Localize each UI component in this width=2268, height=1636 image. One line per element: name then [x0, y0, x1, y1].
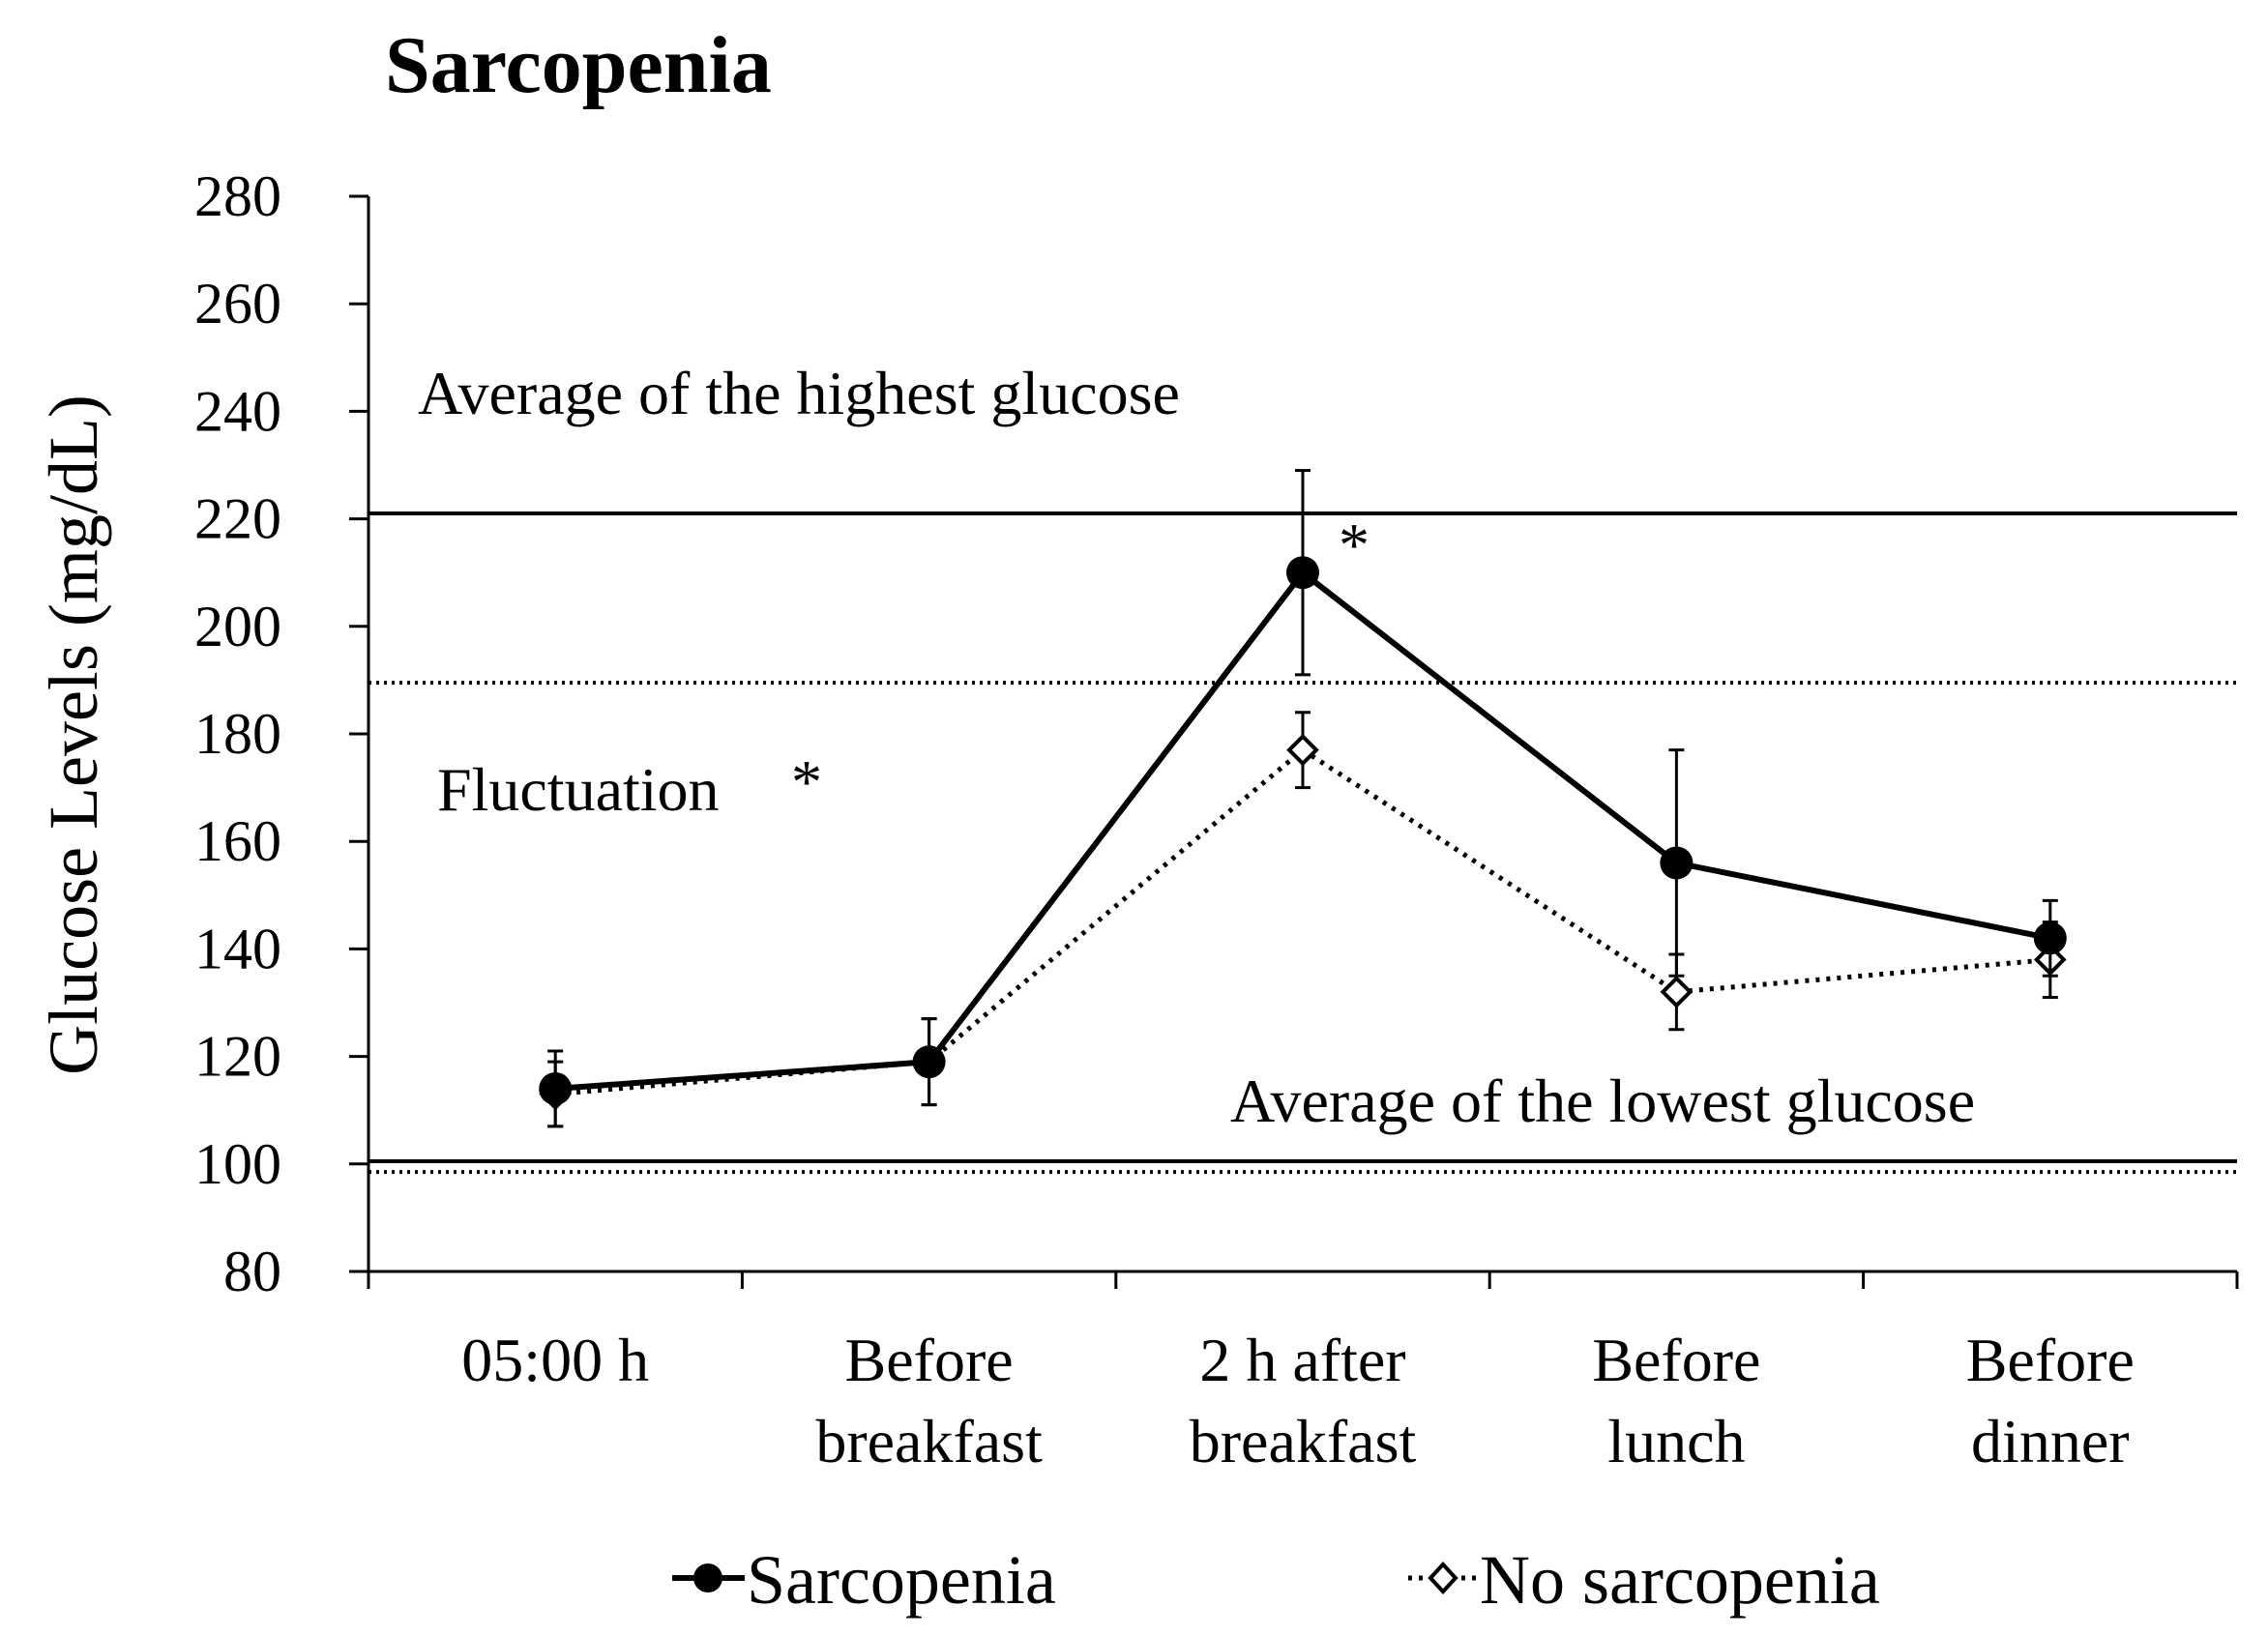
- annotation-fluctuation: Fluctuation: [437, 755, 720, 824]
- y-tick-label-280: 280: [194, 164, 281, 228]
- series-no-sarcopenia: [539, 711, 2067, 1128]
- point-no-sarcopenia-2: [1286, 733, 1319, 767]
- x-tick-label-1: Before breakfast: [815, 1326, 1043, 1475]
- y-axis-label: Glucose Levels (mg/dL): [35, 394, 112, 1075]
- x-tick-label-4-line-1: dinner: [1971, 1407, 2130, 1475]
- y-tick-label-100: 100: [194, 1132, 281, 1196]
- annotation-highest: Average of the highest glucose: [418, 359, 1180, 427]
- x-tick-label-2-line-1: breakfast: [1190, 1407, 1417, 1475]
- y-tick-label-160: 160: [194, 809, 281, 873]
- x-tick-label-4: Before dinner: [1966, 1326, 2135, 1475]
- legend-label-no-sarcopenia: No sarcopenia: [1480, 1541, 1880, 1619]
- point-sarcopenia-0: [539, 1071, 573, 1105]
- x-tick-label-3-line-1: lunch: [1607, 1407, 1745, 1475]
- y-tick-label-140: 140: [194, 917, 281, 980]
- y-tick-label-80: 80: [223, 1240, 281, 1303]
- series-sarcopenia: [539, 469, 2067, 1128]
- x-tick-label-4-line-0: Before: [1966, 1326, 2135, 1394]
- point-no-sarcopenia-3: [1660, 976, 1694, 1008]
- x-tick-label-0: 05:00 h: [461, 1326, 649, 1394]
- x-tick-label-3: Before lunch: [1592, 1326, 1760, 1475]
- annotation-lowest: Average of the lowest glucose: [1230, 1066, 1975, 1135]
- point-sarcopenia-4: [2033, 921, 2067, 955]
- y-tick-label-260: 260: [194, 272, 281, 336]
- point-sarcopenia-3: [1660, 846, 1694, 880]
- y-tick-label-220: 220: [194, 487, 281, 551]
- y-tick-label-180: 180: [194, 702, 281, 766]
- x-tick-label-0-line-0: 05:00 h: [461, 1326, 649, 1394]
- point-sarcopenia-2: [1286, 556, 1319, 590]
- annotation-peak-star: *: [1339, 511, 1370, 579]
- x-tick-label-1-line-1: breakfast: [815, 1407, 1043, 1475]
- series-layer: [539, 469, 2067, 1128]
- annotation-fluctuation-star: *: [791, 747, 822, 816]
- y-tick-label-200: 200: [194, 595, 281, 658]
- x-tick-label-3-line-0: Before: [1592, 1326, 1760, 1394]
- chart-title: Sarcopenia: [385, 20, 772, 110]
- x-tick-label-2: 2 h after breakfast: [1190, 1326, 1417, 1475]
- point-sarcopenia-1: [912, 1045, 946, 1079]
- y-tick-label-120: 120: [194, 1025, 281, 1089]
- axes-layer: 80 100 120 140 160 180 200 220 240 260 280 05:00 h B…: [194, 164, 2239, 1475]
- series-line-no-sarcopenia: [554, 746, 2051, 1097]
- legend-marker-no-sarcopenia: [1428, 1562, 1458, 1594]
- legend-marker-sarcopenia: [693, 1563, 722, 1592]
- legend-label-sarcopenia: Sarcopenia: [747, 1541, 1056, 1619]
- legend: Sarcopenia No sarcopenia: [672, 1541, 1880, 1619]
- x-tick-label-1-line-0: Before: [845, 1326, 1014, 1394]
- y-tick-label-240: 240: [194, 379, 281, 443]
- x-tick-label-2-line-0: 2 h after: [1199, 1326, 1405, 1394]
